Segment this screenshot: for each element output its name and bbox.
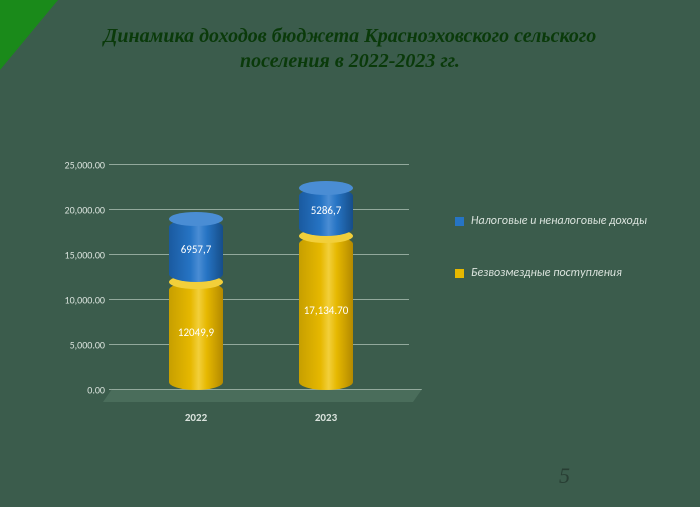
y-tick-label: 15,000.00 — [65, 249, 106, 262]
value-label: 6957,7 — [181, 243, 212, 256]
slide: Динамика доходов бюджета Красноэховского… — [0, 0, 700, 507]
cylinder-cap — [169, 212, 223, 226]
grid-line — [109, 299, 409, 300]
page-number: 5 — [559, 463, 570, 489]
chart-floor — [103, 389, 422, 402]
value-label: 5286,7 — [311, 204, 342, 217]
y-tick-label: 20,000.00 — [65, 204, 106, 217]
value-label: 17,134.70 — [304, 304, 349, 317]
x-axis: 2022 2023 — [109, 406, 409, 424]
y-tick-label: 0.00 — [87, 384, 105, 397]
bar-segment-top: 5286,7 — [299, 188, 353, 236]
bar-segment-bottom: 12049,9 — [169, 282, 223, 390]
y-tick-label: 5,000.00 — [70, 339, 105, 352]
grid-line — [109, 344, 409, 345]
grid-line — [109, 209, 409, 210]
legend-label: Налоговые и неналоговые доходы — [471, 214, 647, 228]
cylinder-cap — [299, 181, 353, 195]
chart-back-wall — [109, 165, 409, 390]
value-label: 12049,9 — [178, 326, 214, 339]
grid-line — [109, 164, 409, 165]
bar-segment-bottom: 17,134.70 — [299, 236, 353, 390]
y-tick-label: 25,000.00 — [65, 159, 106, 172]
grid-line — [109, 254, 409, 255]
x-tick-label: 2023 — [315, 411, 337, 424]
legend-swatch — [455, 269, 464, 278]
bar-segment-top: 6957,7 — [169, 219, 223, 282]
chart-legend: Налоговые и неналоговые доходы Безвозмез… — [455, 214, 675, 318]
legend-swatch — [455, 217, 464, 226]
y-tick-label: 10,000.00 — [65, 294, 106, 307]
y-axis: 0.00 5,000.00 10,000.00 15,000.00 20,000… — [65, 165, 109, 390]
legend-item: Безвозмездные поступления — [455, 266, 675, 280]
legend-label: Безвозмездные поступления — [471, 266, 622, 280]
slide-title: Динамика доходов бюджета Красноэховского… — [0, 24, 700, 74]
legend-item: Налоговые и неналоговые доходы — [455, 214, 675, 228]
bar-chart: 0.00 5,000.00 10,000.00 15,000.00 20,000… — [65, 140, 425, 430]
x-tick-label: 2022 — [185, 411, 207, 424]
